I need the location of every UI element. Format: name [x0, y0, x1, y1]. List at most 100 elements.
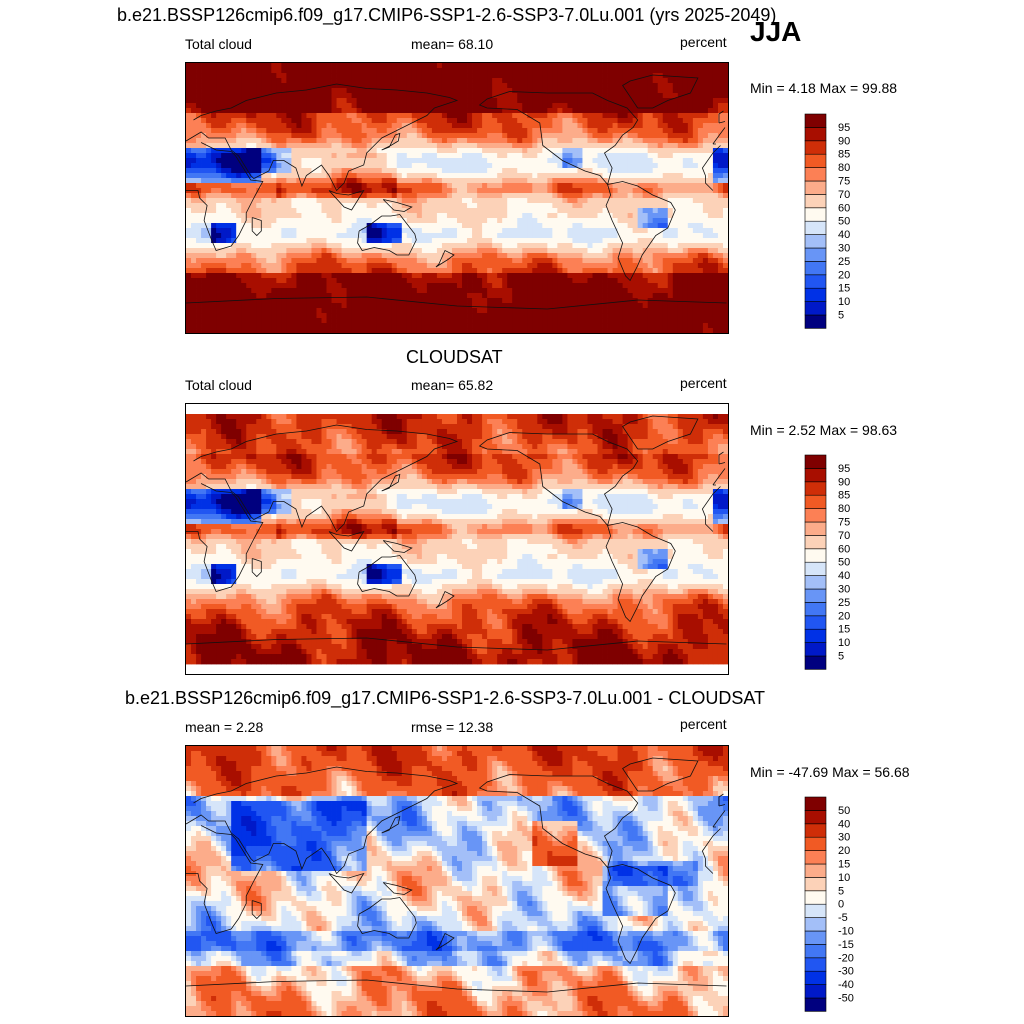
minmax-label: Min = -47.69 Max = 56.68: [750, 764, 910, 780]
colorbar-label: 75: [838, 517, 850, 529]
colorbar-box: [804, 903, 827, 918]
panel-title: b.e21.BSSP126cmip6.f09_g17.CMIP6-SSP1-2.…: [125, 688, 766, 708]
coastlines: [186, 415, 727, 651]
colorbar-label: 95: [838, 463, 850, 475]
colorbar-label: 95: [838, 122, 850, 134]
colorbar-label: -15: [838, 939, 854, 951]
colorbar-box: [804, 521, 827, 536]
colorbar-box: [804, 454, 827, 469]
coastlines: [186, 74, 727, 310]
colorbar-label: 10: [838, 296, 850, 308]
colorbar-box: [804, 207, 827, 222]
colorbar-box: [804, 615, 827, 630]
colorbar-box: [804, 890, 827, 905]
variable-label: Total cloud: [185, 36, 252, 52]
colorbar: 5 10 15 20 25 30 40 50 60 70 75 80 85 90 95: [804, 113, 865, 329]
colorbar-label: 85: [838, 490, 850, 502]
units-label: percent: [680, 375, 727, 391]
colorbar: -50 -40 -30 -20 -15 -10 -5 0 5 10 15 20 30 40 50: [804, 796, 865, 1012]
colorbar: 5 10 15 20 25 30 40 50 60 70 75 80 85 90 95: [804, 454, 865, 670]
colorbar-label: -40: [838, 979, 854, 991]
colorbar-label: -20: [838, 952, 854, 964]
colorbar-box: [804, 642, 827, 657]
colorbar-label: 15: [838, 624, 850, 636]
colorbar-label: 90: [838, 476, 850, 488]
mean-label: mean = 2.28: [185, 719, 264, 735]
colorbar-box: [804, 917, 827, 932]
colorbar-label: 25: [838, 597, 850, 609]
contour-field: [186, 746, 728, 1016]
colorbar-label: 85: [838, 149, 850, 161]
panel-title: b.e21.BSSP126cmip6.f09_g17.CMIP6-SSP1-2.…: [117, 5, 777, 25]
colorbar-label: 15: [838, 283, 850, 295]
colorbar-label: 0: [838, 899, 844, 911]
colorbar-box: [804, 153, 827, 168]
minmax-label: Min = 4.18 Max = 99.88: [750, 80, 898, 96]
colorbar-box: [804, 970, 827, 985]
colorbar-label: 70: [838, 189, 850, 201]
colorbar-label: 40: [838, 570, 850, 582]
colorbar-box: [804, 836, 827, 851]
colorbar-box: [804, 796, 827, 811]
colorbar-box: [804, 220, 827, 235]
minmax-label: Min = 2.52 Max = 98.63: [750, 422, 898, 438]
colorbar-box: [804, 113, 827, 128]
colorbar-box: [804, 167, 827, 182]
colorbar-label: -50: [838, 993, 854, 1005]
colorbar-label: 5: [838, 651, 844, 663]
contour-field: [186, 63, 728, 333]
colorbar-box: [804, 127, 827, 142]
colorbar-box: [804, 494, 827, 509]
colorbar-label: 20: [838, 610, 850, 622]
colorbar-box: [804, 602, 827, 617]
colorbar-label: 15: [838, 859, 850, 871]
colorbar-label: 50: [838, 805, 850, 817]
colorbar-label: 20: [838, 269, 850, 281]
colorbar-box: [804, 655, 827, 670]
mean-label: mean= 68.10: [411, 36, 494, 52]
colorbar-box: [804, 930, 827, 945]
colorbar-box: [804, 508, 827, 523]
colorbar-label: 30: [838, 584, 850, 596]
colorbar-box: [804, 234, 827, 249]
colorbar-box: [804, 877, 827, 892]
colorbar-box: [804, 481, 827, 496]
colorbar-box: [804, 314, 827, 329]
season-label: JJA: [750, 16, 802, 47]
colorbar-box: [804, 561, 827, 576]
colorbar-label: 20: [838, 845, 850, 857]
colorbar-box: [804, 274, 827, 289]
contour-field: [186, 414, 728, 665]
cloud-map: [185, 62, 729, 334]
cloud-map: [185, 403, 729, 675]
colorbar-label: 10: [838, 872, 850, 884]
colorbar-label: 60: [838, 543, 850, 555]
colorbar-box: [804, 548, 827, 563]
colorbar-box: [804, 261, 827, 276]
colorbar-label: 25: [838, 256, 850, 268]
colorbar-box: [804, 997, 827, 1012]
colorbar-box: [804, 287, 827, 302]
colorbar-box: [804, 468, 827, 483]
colorbar-box: [804, 301, 827, 316]
colorbar-label: -30: [838, 966, 854, 978]
panel-title: CLOUDSAT: [406, 347, 503, 367]
colorbar-box: [804, 575, 827, 590]
colorbar-box: [804, 247, 827, 262]
mean-label: mean= 65.82: [411, 377, 494, 393]
colorbar-box: [804, 535, 827, 550]
colorbar-box: [804, 984, 827, 999]
colorbar-box: [804, 810, 827, 825]
colorbar-label: 70: [838, 530, 850, 542]
colorbar-box: [804, 194, 827, 209]
colorbar-label: 60: [838, 202, 850, 214]
colorbar-label: 40: [838, 818, 850, 830]
variable-label: Total cloud: [185, 377, 252, 393]
colorbar-box: [804, 957, 827, 972]
colorbar-label: 5: [838, 310, 844, 322]
colorbar-label: 75: [838, 176, 850, 188]
units-label: percent: [680, 34, 727, 50]
difference-map: [185, 745, 729, 1017]
colorbar-label: -10: [838, 926, 854, 938]
colorbar-label: 5: [838, 885, 844, 897]
